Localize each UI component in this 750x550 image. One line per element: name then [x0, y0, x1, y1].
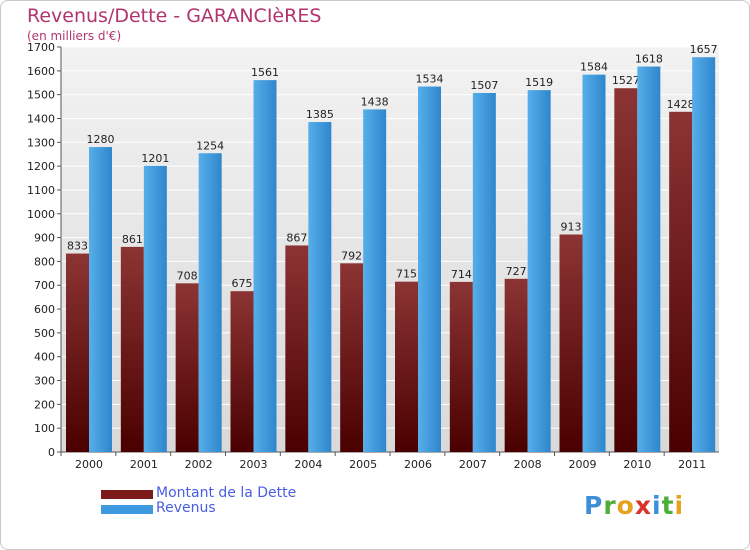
legend-label-revenus: Revenus: [156, 500, 216, 516]
data-label-dette: 792: [341, 249, 362, 262]
logo-letter: x: [634, 491, 652, 520]
bar-dette: [614, 88, 638, 452]
bar-revenus: [472, 92, 496, 453]
plot-background: [61, 47, 719, 452]
x-tick-label: 2007: [459, 458, 487, 471]
y-tick-label: 300: [34, 375, 55, 388]
data-label-revenus: 1657: [690, 43, 718, 56]
bar-dette: [285, 245, 309, 452]
bar-dette: [395, 281, 418, 452]
data-label-dette: 727: [506, 265, 527, 278]
data-label-revenus: 1618: [635, 53, 663, 66]
data-label-dette: 1527: [612, 74, 640, 87]
chart-title: Revenus/Dette - GARANCIèRES: [27, 5, 322, 27]
y-tick-label: 1200: [27, 160, 55, 173]
data-label-revenus: 1519: [525, 76, 553, 89]
x-tick-label: 2002: [185, 458, 213, 471]
bar-revenus: [692, 57, 716, 453]
bar-revenus: [582, 74, 606, 453]
chart-subtitle: (en milliers d'€): [27, 29, 122, 43]
bar-revenus: [363, 109, 387, 452]
legend-swatch-dette: [101, 490, 153, 499]
bar-dette: [230, 291, 254, 452]
logo-letter: o: [616, 491, 635, 520]
bar-revenus: [253, 80, 277, 452]
data-label-dette: 913: [561, 220, 582, 233]
data-label-revenus: 1561: [251, 66, 279, 79]
data-label-dette: 715: [396, 268, 417, 281]
legend-item-revenus: Revenus: [101, 500, 401, 518]
x-tick-label: 2006: [404, 458, 432, 471]
proxiti-logo: Proxiti: [584, 491, 684, 520]
data-label-dette: 867: [286, 231, 307, 244]
data-label-revenus: 1201: [141, 152, 169, 165]
data-label-revenus: 1507: [470, 79, 498, 92]
bar-revenus: [143, 165, 167, 453]
bar-revenus: [308, 122, 332, 452]
legend-swatch-revenus: [101, 505, 153, 514]
y-tick-label: 1700: [27, 41, 55, 54]
y-tick-label: 0: [48, 446, 55, 459]
logo-letter: r: [603, 491, 617, 520]
data-label-dette: 708: [177, 269, 198, 282]
data-label-dette: 714: [451, 268, 472, 281]
y-tick-label: 400: [34, 351, 55, 364]
x-tick-label: 2009: [569, 458, 597, 471]
data-label-dette: 1428: [667, 98, 695, 111]
y-tick-label: 1400: [27, 112, 55, 125]
data-label-revenus: 1254: [196, 139, 224, 152]
bar-revenus: [198, 153, 222, 453]
bar-dette: [120, 246, 144, 452]
legend-label-dette: Montant de la Dette: [156, 485, 297, 501]
data-label-revenus: 1385: [306, 108, 334, 121]
logo-letter: i: [674, 491, 685, 520]
x-tick-label: 2005: [349, 458, 377, 471]
data-label-revenus: 1534: [416, 73, 444, 86]
data-label-revenus: 1584: [580, 61, 608, 74]
data-label-dette: 675: [232, 277, 253, 290]
data-label-revenus: 1280: [87, 133, 115, 146]
x-tick-label: 2010: [623, 458, 651, 471]
y-tick-label: 700: [34, 279, 55, 292]
bar-dette: [175, 283, 199, 452]
bar-dette: [504, 278, 528, 452]
y-tick-label: 500: [34, 327, 55, 340]
logo-letter: i: [652, 491, 662, 520]
data-label-dette: 833: [67, 240, 88, 253]
legend-item-dette: Montant de la Dette: [101, 485, 401, 503]
x-tick-label: 2003: [240, 458, 268, 471]
bar-dette: [340, 263, 364, 452]
bar-revenus: [527, 90, 551, 452]
x-tick-label: 2000: [75, 458, 103, 471]
y-tick-label: 600: [34, 303, 55, 316]
bar-revenus: [637, 66, 661, 453]
y-tick-label: 900: [34, 232, 55, 245]
logo-letter: P: [584, 491, 604, 520]
data-label-dette: 861: [122, 233, 143, 246]
y-tick-label: 100: [34, 422, 55, 435]
y-tick-label: 1600: [27, 65, 55, 78]
bar-dette: [66, 253, 89, 452]
bar-revenus: [89, 147, 112, 452]
bar-dette: [559, 234, 583, 452]
y-tick-label: 1500: [27, 89, 55, 102]
y-tick-label: 200: [34, 398, 55, 411]
x-tick-label: 2004: [294, 458, 322, 471]
bar-dette: [669, 111, 693, 453]
data-label-revenus: 1438: [361, 95, 389, 108]
bar-dette: [449, 281, 473, 452]
y-tick-label: 1000: [27, 208, 55, 221]
y-tick-label: 1300: [27, 136, 55, 149]
x-tick-label: 2008: [514, 458, 542, 471]
x-tick-label: 2001: [130, 458, 158, 471]
y-tick-label: 1100: [27, 184, 55, 197]
bar-revenus: [418, 86, 441, 452]
y-tick-label: 800: [34, 255, 55, 268]
x-tick-label: 2011: [678, 458, 706, 471]
logo-letter: t: [661, 491, 675, 520]
